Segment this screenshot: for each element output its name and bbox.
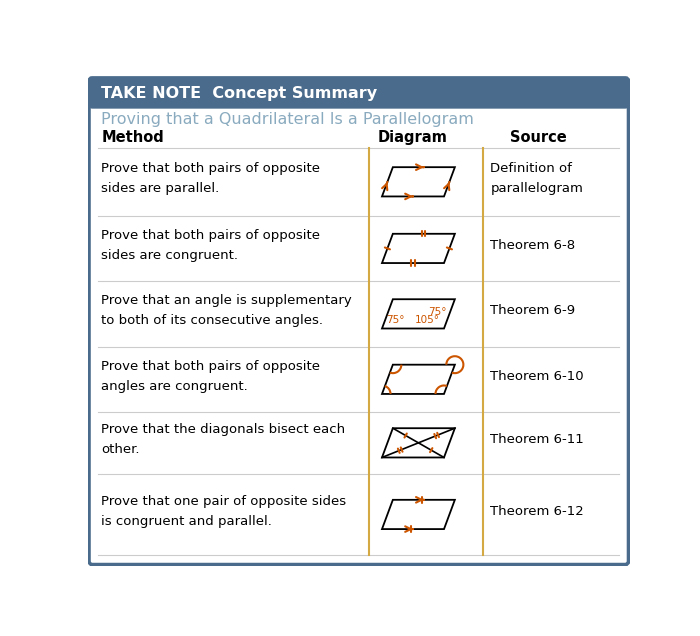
Text: Prove that both pairs of opposite
angles are congruent.: Prove that both pairs of opposite angles… — [102, 360, 321, 393]
Text: Theorem 6-8: Theorem 6-8 — [491, 239, 575, 252]
Text: Prove that the diagonals bisect each
other.: Prove that the diagonals bisect each oth… — [102, 424, 346, 456]
Text: Theorem 6-9: Theorem 6-9 — [491, 304, 575, 317]
Text: Theorem 6-11: Theorem 6-11 — [491, 433, 584, 446]
Text: Diagram: Diagram — [378, 130, 448, 144]
FancyBboxPatch shape — [89, 78, 629, 565]
Text: Definition of
parallelogram: Definition of parallelogram — [491, 162, 583, 195]
Text: 105°: 105° — [415, 315, 440, 324]
Text: Theorem 6-10: Theorem 6-10 — [491, 370, 584, 383]
Text: 75°: 75° — [386, 315, 405, 324]
Text: Prove that both pairs of opposite
sides are congruent.: Prove that both pairs of opposite sides … — [102, 229, 321, 262]
Bar — [94, 92, 624, 106]
Text: TAKE NOTE  Concept Summary: TAKE NOTE Concept Summary — [102, 86, 377, 100]
Text: Prove that one pair of opposite sides
is congruent and parallel.: Prove that one pair of opposite sides is… — [102, 495, 346, 528]
FancyBboxPatch shape — [89, 78, 629, 109]
Text: Prove that an angle is supplementary
to both of its consecutive angles.: Prove that an angle is supplementary to … — [102, 294, 352, 328]
Text: Theorem 6-12: Theorem 6-12 — [491, 505, 584, 518]
Text: Source: Source — [510, 130, 566, 144]
Text: Proving that a Quadrilateral Is a Parallelogram: Proving that a Quadrilateral Is a Parall… — [102, 112, 475, 127]
Text: Method: Method — [102, 130, 164, 144]
Text: Prove that both pairs of opposite
sides are parallel.: Prove that both pairs of opposite sides … — [102, 162, 321, 195]
Text: 75°: 75° — [428, 307, 447, 317]
